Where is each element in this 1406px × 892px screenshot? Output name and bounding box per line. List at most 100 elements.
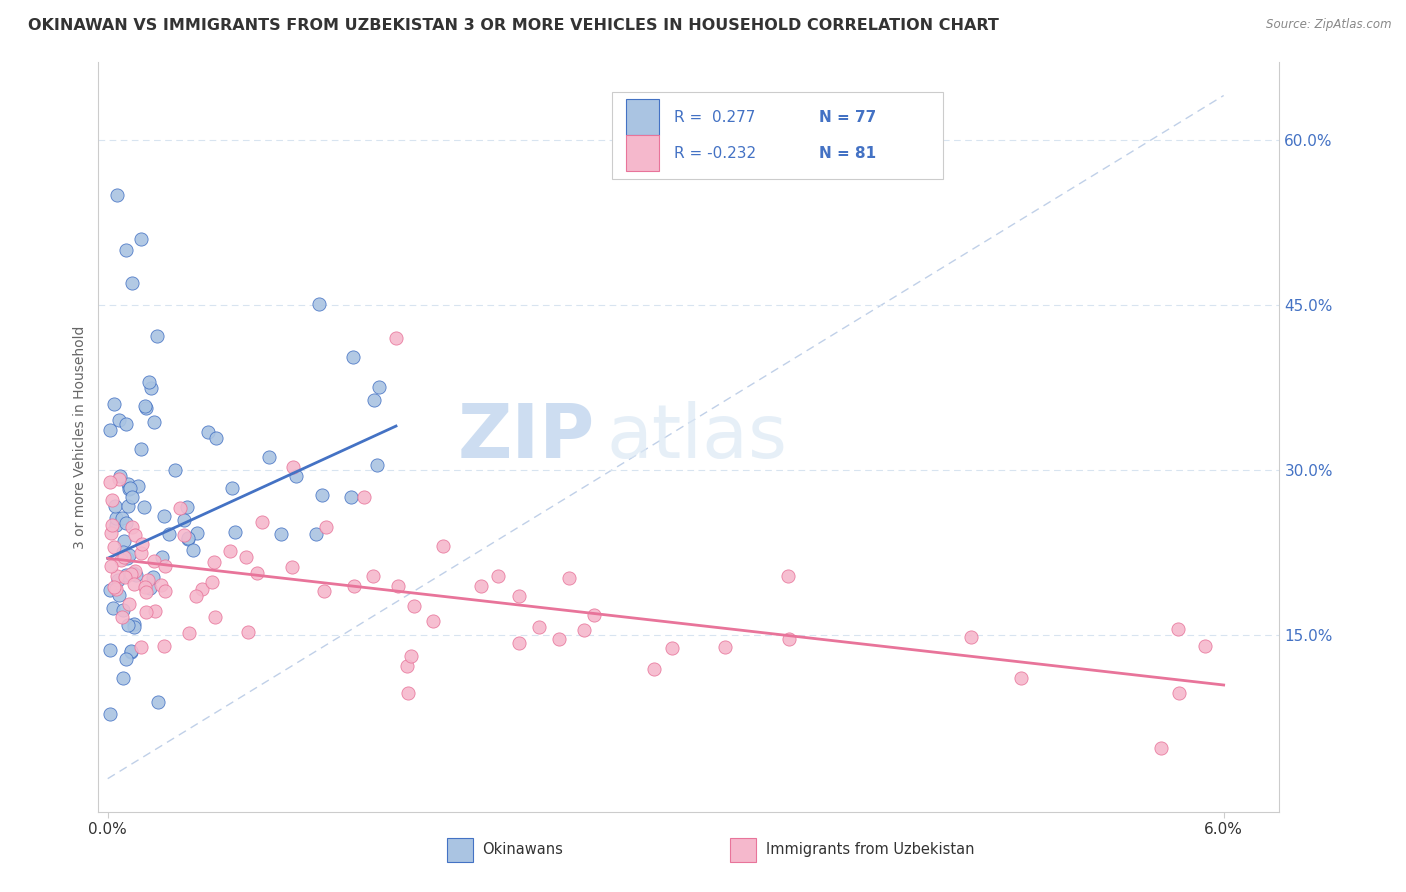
Point	[714, 640, 737, 654]
Point	[105, 582, 128, 596]
Point	[112, 545, 135, 559]
Point	[131, 537, 153, 551]
Point	[283, 460, 305, 475]
Point	[153, 640, 176, 654]
Point	[134, 399, 156, 413]
Point	[145, 329, 167, 343]
Point	[124, 528, 146, 542]
Point	[138, 375, 160, 389]
Point	[385, 331, 408, 345]
Point	[135, 606, 157, 620]
Text: ZIP: ZIP	[457, 401, 595, 474]
Point	[111, 603, 134, 617]
Text: Okinawans: Okinawans	[482, 842, 564, 857]
Point	[404, 599, 426, 613]
Point	[101, 601, 124, 615]
Point	[960, 630, 983, 644]
Point	[343, 579, 366, 593]
Point	[246, 566, 269, 580]
Point	[169, 500, 191, 515]
Point	[422, 614, 444, 628]
Point	[396, 659, 419, 673]
Point	[149, 578, 172, 592]
Point	[177, 531, 200, 545]
Point	[103, 580, 125, 594]
FancyBboxPatch shape	[447, 838, 472, 862]
Point	[366, 458, 388, 473]
Point	[778, 632, 800, 646]
Point	[205, 431, 228, 445]
Point	[105, 510, 128, 524]
Point	[153, 584, 176, 599]
Text: Immigrants from Uzbekistan: Immigrants from Uzbekistan	[766, 842, 974, 857]
Point	[112, 671, 135, 685]
Point	[118, 597, 141, 611]
Point	[778, 569, 800, 583]
Point	[115, 550, 138, 565]
Point	[661, 640, 683, 655]
Point	[176, 500, 198, 514]
Point	[257, 450, 280, 464]
Point	[308, 297, 330, 311]
Point	[100, 526, 122, 541]
Point	[121, 490, 143, 504]
Point	[197, 425, 219, 439]
Point	[643, 663, 665, 677]
Point	[143, 415, 166, 429]
Point	[117, 499, 139, 513]
Point	[111, 609, 134, 624]
Point	[117, 477, 139, 491]
Point	[135, 584, 157, 599]
Point	[202, 556, 225, 570]
Point	[98, 642, 121, 657]
Point	[558, 571, 581, 585]
Point	[312, 584, 335, 599]
Point	[120, 566, 142, 581]
Point	[284, 468, 307, 483]
Point	[124, 620, 146, 634]
Point	[224, 524, 246, 539]
Point	[486, 569, 509, 583]
FancyBboxPatch shape	[626, 135, 659, 171]
Point	[305, 527, 328, 541]
Point	[105, 187, 128, 202]
Point	[127, 479, 149, 493]
Point	[315, 520, 337, 534]
Point	[1150, 741, 1173, 756]
Point	[219, 544, 242, 558]
Point	[114, 651, 136, 665]
Point	[107, 588, 129, 602]
Point	[363, 569, 385, 583]
Point	[107, 573, 129, 587]
Point	[582, 607, 605, 622]
Point	[157, 527, 180, 541]
Point	[181, 542, 204, 557]
Point	[115, 243, 138, 257]
Point	[122, 617, 145, 632]
Point	[165, 463, 187, 477]
Point	[432, 540, 454, 554]
Point	[342, 350, 364, 364]
Point	[129, 232, 152, 246]
Point	[201, 574, 224, 589]
Point	[121, 276, 143, 290]
Point	[105, 569, 128, 583]
Point	[135, 401, 157, 416]
Point	[118, 483, 141, 497]
Point	[108, 472, 131, 486]
Point	[112, 549, 135, 564]
Point	[191, 582, 214, 597]
Point	[173, 528, 195, 542]
Point	[101, 518, 124, 533]
Point	[114, 570, 136, 584]
Point	[311, 488, 333, 502]
Point	[150, 550, 173, 565]
Point	[548, 632, 571, 646]
Point	[131, 442, 153, 457]
Point	[117, 618, 139, 632]
Point	[104, 500, 127, 514]
Point	[124, 564, 146, 578]
Point	[136, 573, 159, 587]
Point	[508, 589, 530, 603]
Point	[153, 508, 176, 523]
